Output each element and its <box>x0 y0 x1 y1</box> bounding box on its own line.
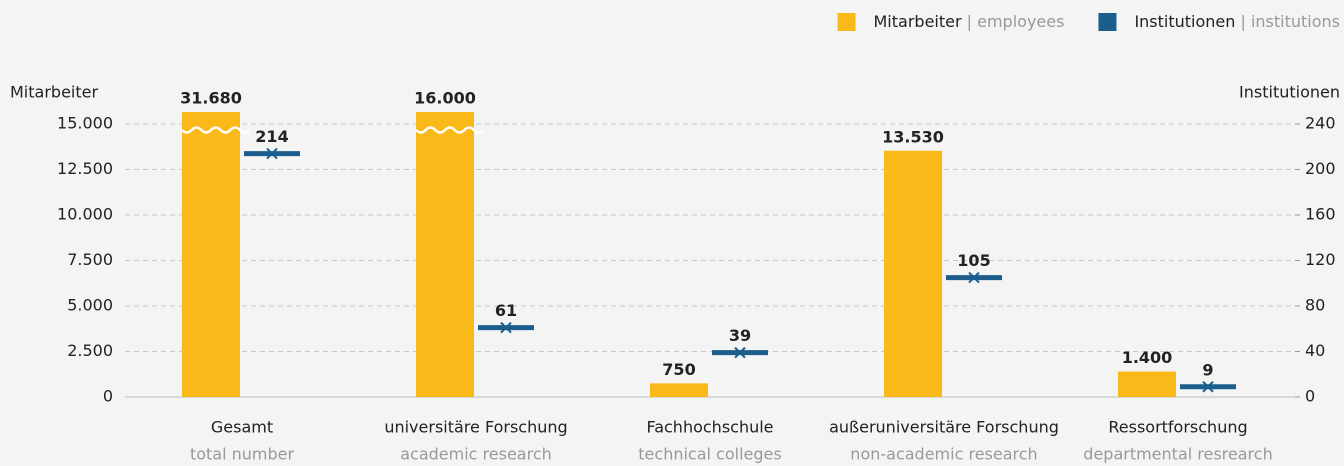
bar <box>416 112 474 398</box>
bars <box>182 112 1176 398</box>
value-label: 750 <box>662 360 695 379</box>
x-tick-sublabel: academic research <box>400 445 552 464</box>
bar-break <box>181 126 251 134</box>
institution-cross <box>734 346 746 359</box>
y2-tick-label: 160 <box>1305 205 1336 224</box>
y-tick-label: 5.000 <box>67 296 113 315</box>
value-label: 39 <box>729 326 751 345</box>
y2-tick-label: 40 <box>1305 341 1325 360</box>
y2-tick-label: 80 <box>1305 296 1325 315</box>
value-label: 31.680 <box>180 89 242 108</box>
x-tick-sublabel: departmental resrearch <box>1083 445 1272 464</box>
institution-cross <box>1202 381 1214 393</box>
y-tick-label: 15.000 <box>57 114 113 133</box>
x-tick-label: außeruniversitäre Forschung <box>829 418 1059 437</box>
bar-break <box>415 126 485 134</box>
institution-cross <box>266 147 278 160</box>
y2-tick-label: 240 <box>1305 114 1336 133</box>
y-axis-title: Mitarbeiter <box>10 83 98 102</box>
legend-label: Mitarbeiter | employees <box>874 12 1065 31</box>
x-tick-label: Fachhochschule <box>646 418 773 437</box>
legend-swatch <box>837 13 856 31</box>
y2-tick-label: 0 <box>1305 387 1315 406</box>
institution-cross <box>968 271 980 284</box>
y-tick-label: 12.500 <box>57 159 113 178</box>
value-label: 9 <box>1202 360 1213 379</box>
x-tick-label: Ressortforschung <box>1108 418 1247 437</box>
bar <box>1118 371 1176 397</box>
value-label: 1.400 <box>1122 348 1173 367</box>
y2-tick-label: 120 <box>1305 250 1336 269</box>
y2-tick-label: 200 <box>1305 159 1336 178</box>
bar <box>884 150 942 397</box>
legend-label: Institutionen | institutions <box>1134 12 1340 31</box>
legend-item: Institutionen | institutions <box>1098 12 1340 31</box>
x-tick-sublabel: technical colleges <box>638 445 781 464</box>
legend-swatch <box>1098 13 1117 31</box>
value-label: 13.530 <box>882 127 944 146</box>
y-tick-label: 2.500 <box>67 341 113 360</box>
legend-item: Mitarbeiter | employees <box>837 12 1065 31</box>
y-tick-label: 0 <box>103 387 113 406</box>
value-label: 61 <box>495 301 517 320</box>
x-tick-label: Gesamt <box>211 418 273 437</box>
x-tick-sublabel: total number <box>190 445 295 464</box>
x-tick-label: universitäre Forschung <box>384 418 567 437</box>
y2-axis-title: Institutionen <box>1239 83 1340 102</box>
y-tick-label: 7.500 <box>67 250 113 269</box>
value-label: 16.000 <box>414 89 476 108</box>
value-label: 105 <box>957 251 990 270</box>
bar <box>182 112 240 397</box>
y-tick-label: 10.000 <box>57 205 113 224</box>
x-tick-sublabel: non-academic research <box>850 445 1037 464</box>
bar <box>650 383 708 397</box>
value-label: 214 <box>255 127 288 146</box>
institution-cross <box>500 321 512 334</box>
